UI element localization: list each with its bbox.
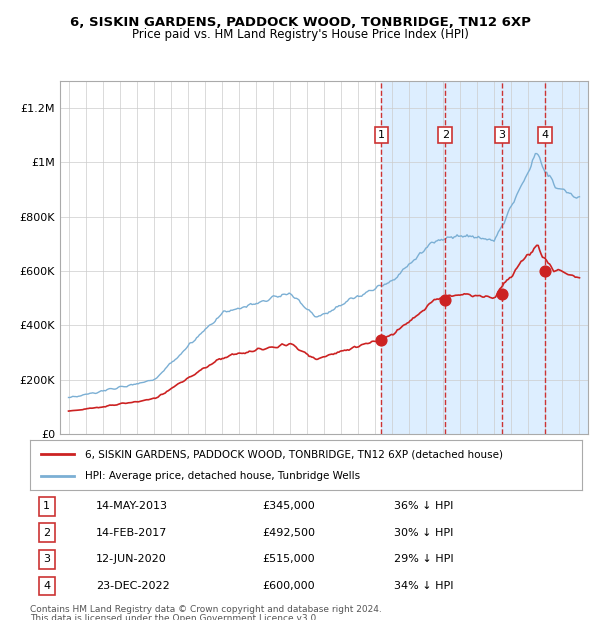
Point (440, 295, 450, 305)
Text: Price paid vs. HM Land Registry's House Price Index (HPI): Price paid vs. HM Land Registry's House … (131, 28, 469, 41)
Text: Contains HM Land Registry data © Crown copyright and database right 2024.: Contains HM Land Registry data © Crown c… (30, 604, 382, 614)
Text: 4: 4 (43, 581, 50, 591)
Text: 3: 3 (43, 554, 50, 564)
Text: 14-MAY-2013: 14-MAY-2013 (96, 501, 168, 512)
Text: £600,000: £600,000 (262, 581, 314, 591)
Text: 36% ↓ HPI: 36% ↓ HPI (394, 501, 454, 512)
Text: 1: 1 (378, 130, 385, 140)
Text: £492,500: £492,500 (262, 528, 315, 538)
Text: 34% ↓ HPI: 34% ↓ HPI (394, 581, 454, 591)
Text: 29% ↓ HPI: 29% ↓ HPI (394, 554, 454, 564)
Text: 3: 3 (499, 130, 505, 140)
Text: £515,000: £515,000 (262, 554, 314, 564)
Text: 2: 2 (43, 528, 50, 538)
Text: 6, SISKIN GARDENS, PADDOCK WOOD, TONBRIDGE, TN12 6XP (detached house): 6, SISKIN GARDENS, PADDOCK WOOD, TONBRID… (85, 449, 503, 459)
Text: £345,000: £345,000 (262, 501, 314, 512)
Text: This data is licensed under the Open Government Licence v3.0.: This data is licensed under the Open Gov… (30, 614, 319, 620)
Text: 23-DEC-2022: 23-DEC-2022 (96, 581, 170, 591)
Point (377, 335, 386, 345)
Text: HPI: Average price, detached house, Tunbridge Wells: HPI: Average price, detached house, Tunb… (85, 471, 361, 481)
Point (540, 266, 550, 276)
Text: 1: 1 (43, 501, 50, 512)
Text: 12-JUN-2020: 12-JUN-2020 (96, 554, 167, 564)
Text: 6, SISKIN GARDENS, PADDOCK WOOD, TONBRIDGE, TN12 6XP: 6, SISKIN GARDENS, PADDOCK WOOD, TONBRID… (70, 16, 530, 29)
Bar (382, 81, 588, 434)
Text: 14-FEB-2017: 14-FEB-2017 (96, 528, 167, 538)
Text: 30% ↓ HPI: 30% ↓ HPI (394, 528, 454, 538)
Text: 2: 2 (442, 130, 449, 140)
Text: 4: 4 (542, 130, 548, 140)
Point (497, 289, 507, 299)
